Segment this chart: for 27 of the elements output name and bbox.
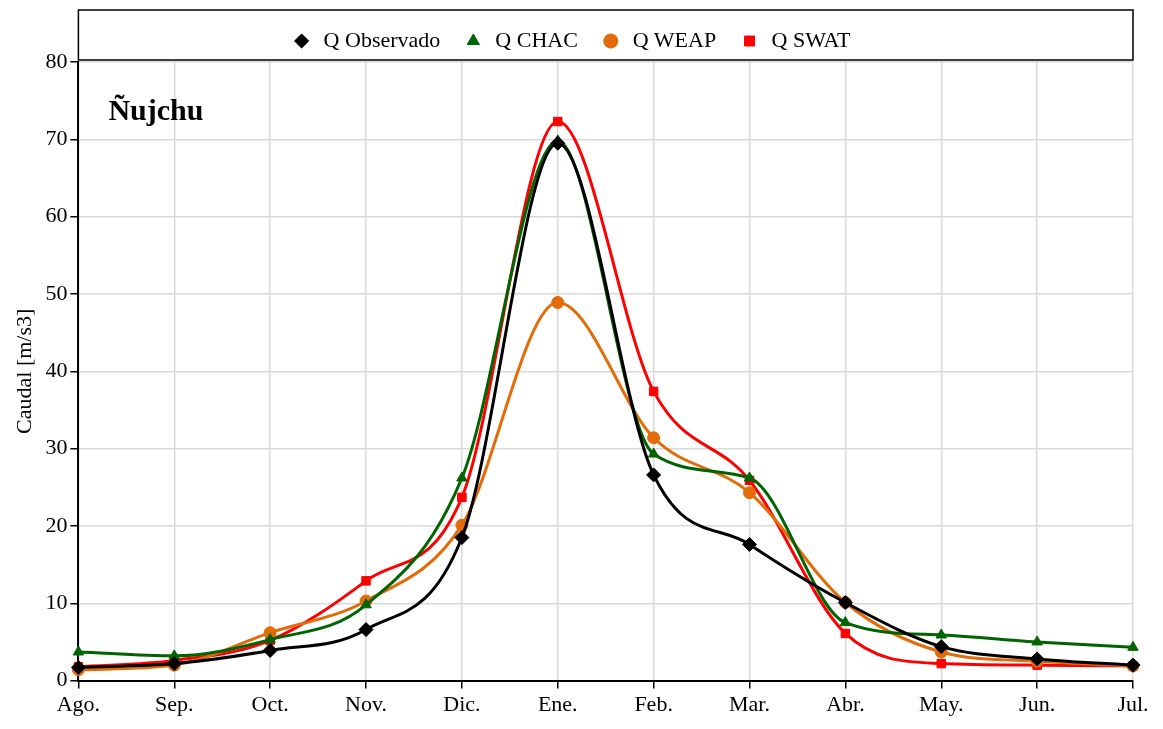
x-tick-label: Ago. <box>56 690 101 716</box>
x-tick-label: Sep. <box>155 690 194 716</box>
y-tick-label: 10 <box>45 589 68 615</box>
x-tick-label: Abr. <box>826 690 865 716</box>
x-tick-label: May. <box>919 690 964 716</box>
x-tick-label: Dic. <box>443 690 481 716</box>
x-tick-label: Nov. <box>345 690 387 716</box>
y-tick-label: 70 <box>45 125 68 151</box>
legend-label: Q WEAP <box>632 26 717 52</box>
y-tick-label: 0 <box>56 666 68 692</box>
legend-label: Q SWAT <box>771 26 851 52</box>
x-tick-label: Mar. <box>729 690 770 716</box>
y-axis-title: Caudal [m/s3] <box>10 308 36 434</box>
y-tick-label: 50 <box>45 279 68 305</box>
y-tick-label: 30 <box>45 434 68 460</box>
legend-label: Q CHAC <box>495 26 578 52</box>
y-tick-label: 20 <box>45 511 68 537</box>
y-tick-label: 80 <box>45 47 68 73</box>
y-tick-label: 40 <box>45 357 68 383</box>
x-tick-label: Feb. <box>634 690 673 716</box>
x-tick-label: Ene. <box>537 690 578 716</box>
x-tick-label: Oct. <box>251 690 289 716</box>
y-tick-label: 60 <box>45 202 68 228</box>
legend-label: Q Observado <box>323 26 441 52</box>
annotation: Ñujchu <box>108 92 204 126</box>
x-tick-label: Jun. <box>1019 690 1056 716</box>
x-tick-label: Jul. <box>1117 690 1149 716</box>
